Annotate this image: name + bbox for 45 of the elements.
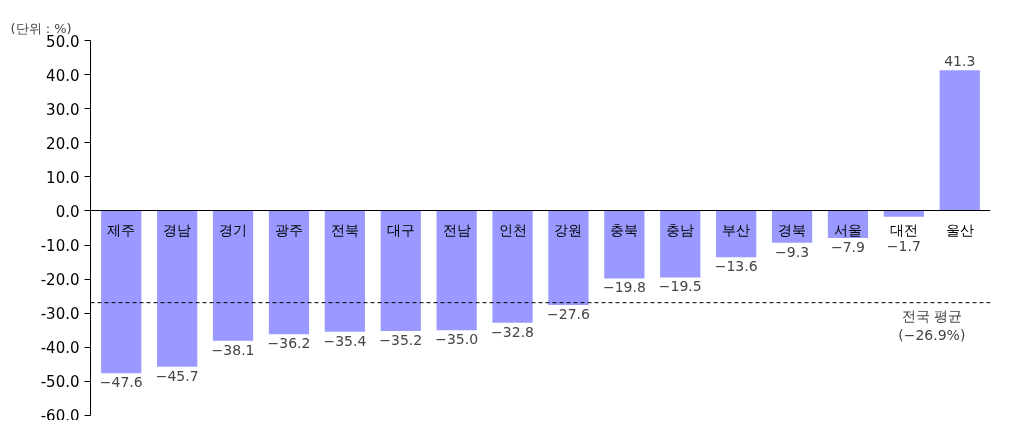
y-tick-label: -60.0 xyxy=(40,406,80,425)
y-tick-label: 0.0 xyxy=(55,202,80,221)
ref-line-label: 전국 평균 (−26.9%) xyxy=(898,307,966,343)
data-label: −19.8 xyxy=(602,279,646,296)
x-tick-label: 인천 xyxy=(498,221,527,238)
x-tick-label: 서울 xyxy=(833,221,862,238)
data-label: −35.0 xyxy=(435,331,479,348)
y-tick-label: -30.0 xyxy=(40,305,80,324)
y-tick-label: 30.0 xyxy=(46,100,80,119)
x-tick-label: 경남 xyxy=(163,221,192,238)
data-label: −9.3 xyxy=(775,243,810,260)
x-tick-label: 경북 xyxy=(778,221,807,238)
x-tick-label: 제주 xyxy=(107,221,136,238)
y-tick-label: -20.0 xyxy=(40,271,80,290)
x-tick-label: 충남 xyxy=(666,221,695,238)
data-label: −13.6 xyxy=(714,258,758,275)
data-label: −19.5 xyxy=(658,278,702,295)
y-tick-label: 10.0 xyxy=(46,168,80,187)
data-label: −45.7 xyxy=(155,367,199,384)
data-label: −27.6 xyxy=(547,306,590,323)
y-tick-label: 20.0 xyxy=(46,134,80,153)
data-label: −1.7 xyxy=(886,237,921,254)
x-tick-label: 강원 xyxy=(554,221,583,238)
data-label: −35.2 xyxy=(379,331,423,348)
y-tick-label: -50.0 xyxy=(40,373,80,392)
data-label: −38.1 xyxy=(211,341,255,358)
y-tick-label: -10.0 xyxy=(40,237,80,256)
data-label: −47.6 xyxy=(99,374,143,391)
text: (단위 : %) xyxy=(10,20,72,36)
x-tick-label: 전북 xyxy=(330,221,359,238)
data-label: −32.8 xyxy=(491,323,534,340)
x-tick-label: 전남 xyxy=(442,221,471,238)
y-tick-label: 40.0 xyxy=(46,66,80,85)
y-tick-label: -40.0 xyxy=(40,339,80,358)
data-label: −35.4 xyxy=(323,332,367,349)
x-tick-label: 충북 xyxy=(610,221,639,238)
x-tick-label: 부산 xyxy=(722,221,751,238)
x-tick-label: 대전 xyxy=(889,221,918,238)
x-tick-label: 울산 xyxy=(945,221,974,238)
data-label: −36.2 xyxy=(267,335,311,352)
x-tick-label: 경기 xyxy=(219,221,248,238)
data-label: −7.9 xyxy=(830,238,865,255)
x-tick-label: 광주 xyxy=(274,221,303,238)
data-label: 41.3 xyxy=(944,53,976,70)
x-tick-label: 대구 xyxy=(386,221,415,238)
